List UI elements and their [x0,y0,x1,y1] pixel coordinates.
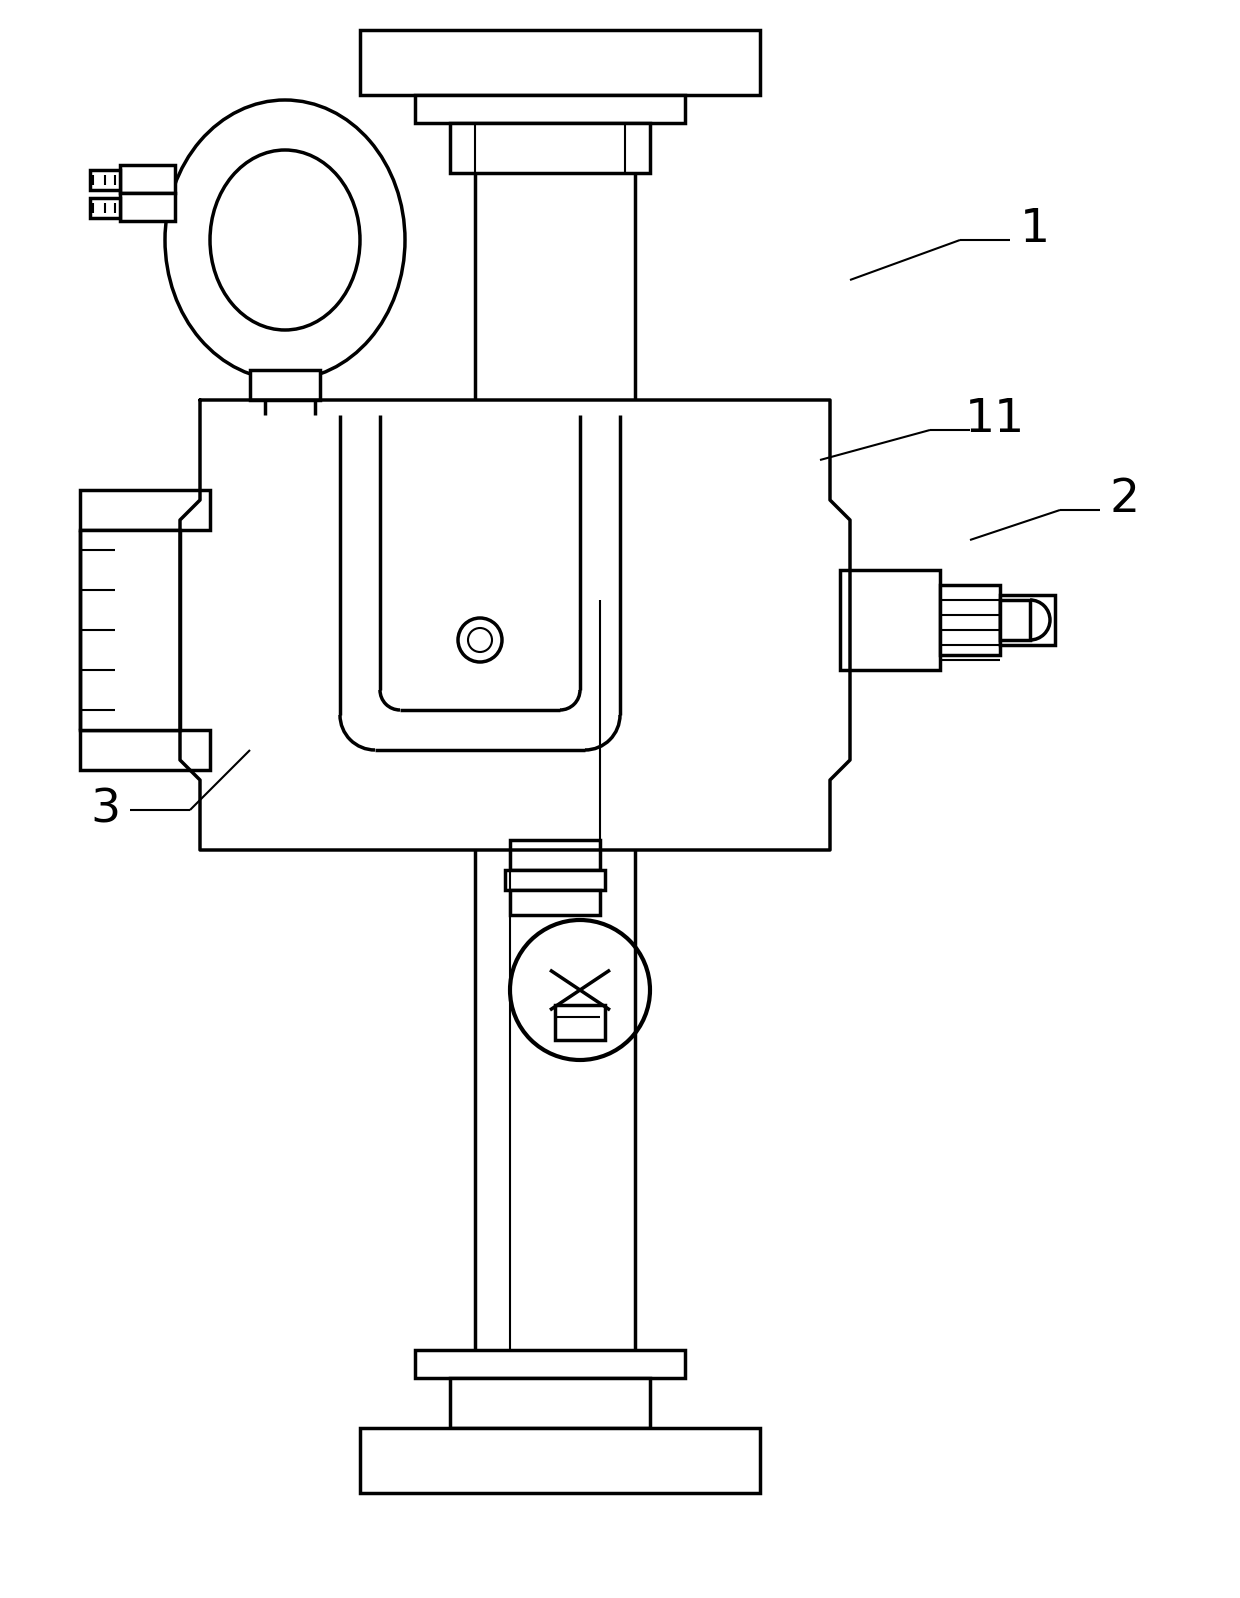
Bar [415,94,684,123]
Bar [839,570,940,670]
Circle shape [467,628,492,652]
Circle shape [510,920,650,1059]
Bar [81,491,210,531]
Bar [360,30,760,94]
Bar [360,1429,760,1493]
Bar [120,193,175,221]
Bar [940,585,999,655]
Text: 2: 2 [1110,478,1140,523]
Bar [415,1350,684,1377]
Text: 3: 3 [91,788,120,833]
Bar [91,198,120,217]
Ellipse shape [165,101,405,380]
Bar [450,123,650,173]
Circle shape [458,618,502,662]
Bar [81,531,180,730]
Bar [505,869,605,890]
Bar [250,371,320,400]
Text: 11: 11 [965,398,1025,443]
Bar [999,594,1055,646]
Ellipse shape [210,150,360,331]
Bar [91,169,120,190]
Text: 1: 1 [1021,208,1050,252]
Bar [556,1005,605,1040]
Bar [450,1377,650,1429]
Bar [510,890,600,916]
Bar [999,599,1030,641]
Bar [510,841,600,869]
Bar [120,165,175,193]
Bar [81,730,210,770]
